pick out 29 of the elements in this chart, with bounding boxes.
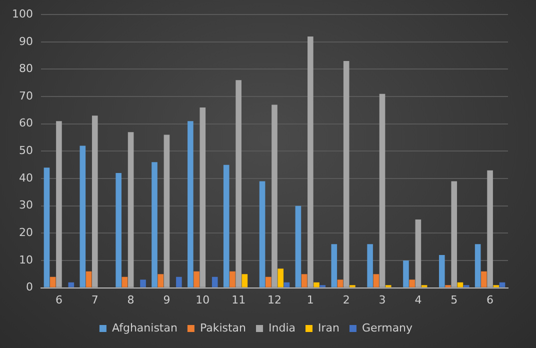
legend-label: Pakistan: [200, 321, 246, 334]
y-tick-label: 10: [18, 253, 33, 266]
legend-label: Germany: [362, 321, 414, 334]
y-tick-label: 90: [18, 34, 33, 48]
x-tick-label: 11: [232, 293, 246, 306]
y-tick-label: 60: [18, 116, 33, 130]
x-tick-label: 10: [196, 293, 210, 306]
x-tick-label: 1: [306, 293, 314, 306]
y-tick-label: 30: [18, 198, 33, 212]
x-tick-label: 9: [163, 293, 170, 306]
y-tick-label: 20: [18, 226, 33, 240]
legend-label: India: [268, 321, 296, 334]
x-tick-label: 4: [414, 293, 422, 306]
x-tick-label: 2: [342, 293, 350, 306]
x-tick-label: 3: [378, 293, 386, 306]
legend-label: Iran: [318, 321, 340, 334]
x-tick-label: 6: [55, 293, 62, 306]
y-tick-label: 40: [18, 171, 33, 184]
y-tick-label: 50: [18, 144, 33, 158]
x-tick-label: 12: [268, 293, 282, 306]
y-tick-label: 0: [26, 280, 33, 294]
x-tick-label: 7: [91, 293, 98, 306]
x-tick-label: 8: [127, 293, 134, 306]
y-tick-label: 70: [18, 89, 33, 102]
y-tick-label: 100: [12, 7, 33, 20]
legend-label: Afghanistan: [112, 321, 178, 334]
x-tick-label: 6: [486, 293, 494, 306]
y-tick-label: 80: [18, 62, 33, 76]
x-tick-label: 5: [450, 293, 458, 306]
